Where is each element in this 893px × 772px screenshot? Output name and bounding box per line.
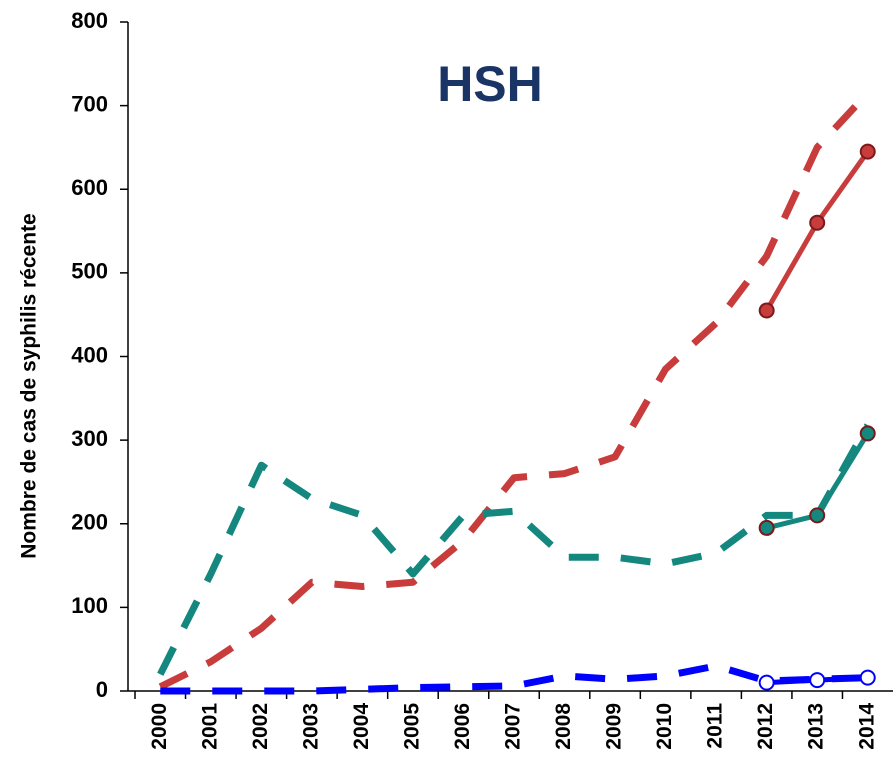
- x-tick-label: 2009: [603, 703, 626, 750]
- x-tick-label: 2014: [855, 703, 878, 750]
- marker: [758, 302, 775, 319]
- x-tick-label: 2000: [148, 703, 171, 750]
- y-tick-label: 300: [71, 426, 108, 451]
- y-axis-label: Nombre de cas de syphilis récente: [18, 213, 41, 558]
- y-tick-label: 200: [71, 510, 108, 535]
- x-tick-label: 2013: [805, 703, 828, 750]
- marker: [809, 672, 826, 689]
- marker: [758, 519, 775, 536]
- marker: [859, 669, 876, 686]
- x-tick-label: 2007: [502, 703, 525, 750]
- x-tick-label: 2004: [350, 703, 373, 750]
- x-tick-label: 2010: [653, 703, 676, 750]
- x-tick-label: 2008: [552, 703, 575, 750]
- line: [158, 90, 871, 690]
- y-tick-label: 400: [71, 342, 108, 367]
- line: [157, 423, 871, 676]
- y-tick-label: 100: [71, 593, 108, 618]
- y-tick-label: 500: [71, 259, 108, 284]
- x-tick-label: 2002: [249, 703, 272, 750]
- marker: [859, 143, 876, 160]
- x-tick-label: 2012: [754, 703, 777, 750]
- x-tick-label: 2011: [704, 703, 727, 749]
- x-tick-label: 2005: [400, 703, 423, 750]
- y-tick-label: 0: [96, 677, 108, 702]
- marker: [758, 674, 775, 691]
- y-tick-label: 800: [71, 8, 108, 33]
- marker: [859, 425, 876, 442]
- line: [764, 150, 870, 312]
- marker: [809, 507, 826, 524]
- y-tick-label: 700: [71, 91, 108, 116]
- y-tick-label: 600: [71, 175, 108, 200]
- marker: [809, 214, 826, 231]
- x-tick-label: 2001: [198, 703, 221, 750]
- x-tick-label: 2003: [299, 703, 322, 750]
- x-tick-label: 2006: [451, 703, 474, 750]
- line: [160, 662, 868, 695]
- chart-title: HSH: [437, 56, 543, 112]
